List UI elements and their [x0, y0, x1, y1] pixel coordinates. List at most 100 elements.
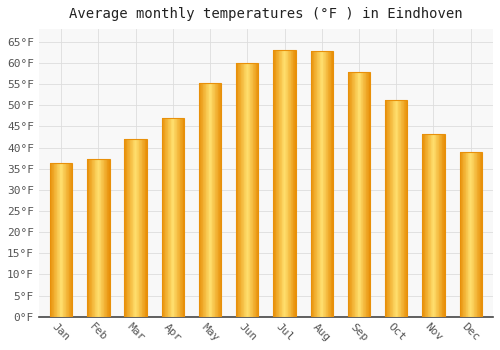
Bar: [251, 63, 252, 317]
Bar: [125, 139, 126, 317]
Bar: [290, 50, 291, 317]
Bar: [141, 139, 142, 317]
Bar: [219, 83, 220, 317]
Bar: [426, 134, 427, 317]
Bar: [246, 63, 248, 317]
Bar: [108, 159, 109, 317]
Bar: [60, 163, 61, 317]
Bar: [204, 83, 205, 317]
Bar: [252, 63, 254, 317]
Bar: [287, 50, 288, 317]
Bar: [430, 134, 431, 317]
Bar: [90, 159, 91, 317]
Bar: [467, 152, 468, 317]
Bar: [162, 118, 163, 317]
Bar: [210, 83, 211, 317]
Bar: [442, 134, 443, 317]
Bar: [362, 72, 364, 317]
Bar: [242, 63, 243, 317]
Bar: [237, 63, 238, 317]
Bar: [205, 83, 206, 317]
Bar: [365, 72, 366, 317]
Bar: [257, 63, 258, 317]
Bar: [50, 163, 51, 317]
Bar: [106, 159, 108, 317]
Bar: [175, 118, 176, 317]
Bar: [206, 83, 207, 317]
Bar: [292, 50, 294, 317]
Bar: [359, 72, 360, 317]
Bar: [396, 100, 397, 317]
Bar: [202, 83, 203, 317]
Bar: [201, 83, 202, 317]
Bar: [236, 63, 258, 317]
Bar: [277, 50, 278, 317]
Bar: [66, 163, 67, 317]
Bar: [289, 50, 290, 317]
Bar: [180, 118, 181, 317]
Bar: [254, 63, 255, 317]
Bar: [470, 152, 472, 317]
Bar: [96, 159, 97, 317]
Bar: [129, 139, 130, 317]
Bar: [140, 139, 141, 317]
Bar: [87, 159, 88, 317]
Bar: [392, 100, 394, 317]
Bar: [429, 134, 430, 317]
Bar: [313, 51, 314, 317]
Bar: [348, 72, 370, 317]
Bar: [391, 100, 392, 317]
Bar: [240, 63, 242, 317]
Bar: [130, 139, 131, 317]
Bar: [394, 100, 395, 317]
Bar: [93, 159, 94, 317]
Bar: [474, 152, 475, 317]
Bar: [143, 139, 144, 317]
Bar: [53, 163, 54, 317]
Bar: [92, 159, 93, 317]
Bar: [284, 50, 286, 317]
Bar: [255, 63, 256, 317]
Bar: [174, 118, 175, 317]
Bar: [440, 134, 441, 317]
Bar: [422, 134, 423, 317]
Bar: [423, 134, 424, 317]
Bar: [124, 139, 125, 317]
Bar: [182, 118, 184, 317]
Bar: [212, 83, 213, 317]
Bar: [181, 118, 182, 317]
Bar: [361, 72, 362, 317]
Bar: [208, 83, 210, 317]
Bar: [332, 51, 333, 317]
Bar: [250, 63, 251, 317]
Bar: [207, 83, 208, 317]
Bar: [472, 152, 473, 317]
Bar: [236, 63, 237, 317]
Bar: [65, 163, 66, 317]
Bar: [402, 100, 403, 317]
Bar: [286, 50, 287, 317]
Bar: [461, 152, 462, 317]
Bar: [351, 72, 352, 317]
Bar: [348, 72, 350, 317]
Bar: [244, 63, 245, 317]
Bar: [432, 134, 434, 317]
Bar: [291, 50, 292, 317]
Bar: [389, 100, 390, 317]
Bar: [431, 134, 432, 317]
Bar: [368, 72, 370, 317]
Bar: [71, 163, 72, 317]
Bar: [466, 152, 467, 317]
Title: Average monthly temperatures (°F ) in Eindhoven: Average monthly temperatures (°F ) in Ei…: [69, 7, 462, 21]
Bar: [395, 100, 396, 317]
Bar: [330, 51, 332, 317]
Bar: [428, 134, 429, 317]
Bar: [200, 83, 201, 317]
Bar: [443, 134, 444, 317]
Bar: [166, 118, 167, 317]
Bar: [59, 163, 60, 317]
Bar: [405, 100, 406, 317]
Bar: [142, 139, 143, 317]
Bar: [216, 83, 217, 317]
Bar: [126, 139, 128, 317]
